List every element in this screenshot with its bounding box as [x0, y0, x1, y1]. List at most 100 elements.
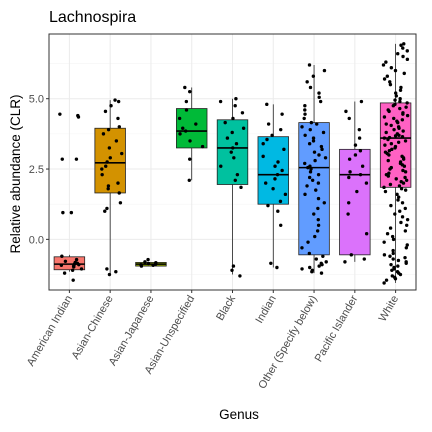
- data-point: [382, 115, 387, 119]
- data-point: [270, 133, 274, 137]
- data-point: [282, 147, 286, 152]
- data-point: [311, 136, 316, 140]
- data-point: [235, 172, 240, 177]
- data-point: [343, 260, 347, 264]
- data-point: [239, 185, 243, 190]
- data-point: [400, 118, 405, 122]
- data-point: [401, 129, 405, 133]
- data-point: [399, 85, 403, 90]
- data-point: [355, 189, 359, 194]
- data-point: [183, 85, 187, 90]
- data-point: [391, 237, 396, 242]
- data-point: [349, 253, 354, 257]
- data-point: [308, 127, 312, 132]
- data-point: [300, 125, 304, 129]
- data-point: [398, 209, 402, 213]
- data-point: [303, 112, 307, 116]
- data-point: [392, 265, 396, 270]
- data-point: [101, 132, 106, 136]
- box-7: [339, 148, 371, 256]
- data-point: [382, 77, 387, 81]
- data-point: [386, 108, 390, 112]
- data-point: [105, 267, 109, 271]
- data-point: [223, 120, 227, 125]
- data-point: [357, 136, 362, 140]
- data-point: [401, 111, 405, 115]
- data-point: [276, 160, 280, 164]
- data-point: [113, 98, 117, 102]
- data-point: [74, 257, 79, 262]
- data-point: [358, 172, 363, 177]
- data-point: [398, 97, 402, 101]
- data-point: [79, 267, 84, 271]
- data-point: [317, 91, 321, 95]
- data-point: [283, 192, 288, 197]
- data-point: [399, 43, 403, 47]
- data-point: [382, 253, 387, 257]
- data-point: [229, 150, 233, 154]
- data-point: [71, 278, 75, 282]
- data-point: [395, 132, 400, 136]
- data-point: [278, 199, 283, 204]
- data-point: [100, 167, 104, 171]
- data-point: [275, 172, 280, 177]
- data-point: [319, 271, 324, 275]
- data-point: [320, 147, 324, 152]
- data-point: [303, 192, 307, 197]
- data-point: [389, 123, 393, 128]
- data-point: [177, 116, 182, 121]
- data-point: [405, 101, 409, 105]
- data-point: [100, 172, 104, 177]
- data-point: [309, 120, 314, 125]
- data-point: [238, 274, 242, 278]
- data-point: [309, 167, 313, 171]
- data-point: [107, 272, 112, 277]
- data-point: [200, 144, 205, 149]
- data-point: [364, 232, 369, 236]
- data-point: [381, 63, 386, 67]
- data-point: [382, 136, 387, 140]
- data-point: [404, 178, 409, 182]
- data-point: [322, 201, 326, 205]
- data-point: [389, 262, 393, 267]
- data-point: [384, 122, 388, 126]
- data-point: [347, 157, 352, 161]
- data-point: [184, 108, 189, 112]
- data-point: [194, 122, 198, 126]
- data-point: [60, 254, 64, 258]
- chart-title: Lachnospira: [49, 9, 136, 26]
- data-point: [62, 271, 67, 275]
- data-point: [108, 156, 112, 160]
- data-point: [353, 143, 358, 147]
- data-point: [393, 212, 397, 216]
- data-point: [353, 153, 358, 157]
- x-axis: American IndianAsian-ChineseAsian-Japane…: [25, 290, 401, 391]
- data-point: [316, 206, 320, 211]
- data-point: [362, 257, 366, 261]
- data-point: [308, 164, 312, 168]
- data-point: [146, 257, 150, 262]
- data-point: [114, 270, 118, 274]
- data-point: [232, 156, 236, 160]
- data-point: [312, 212, 316, 216]
- data-point: [402, 42, 406, 46]
- data-point: [63, 259, 68, 264]
- data-point: [234, 97, 238, 101]
- data-point: [305, 80, 309, 84]
- data-point: [382, 240, 386, 244]
- data-point: [114, 139, 119, 143]
- data-point: [400, 154, 404, 159]
- data-point: [321, 254, 325, 258]
- data-point: [308, 85, 313, 90]
- data-point: [386, 158, 390, 163]
- data-point: [405, 49, 409, 53]
- data-point: [396, 198, 400, 202]
- data-point: [401, 54, 405, 59]
- data-point: [306, 240, 310, 244]
- data-point: [317, 95, 321, 99]
- data-point: [261, 142, 265, 146]
- data-point: [403, 188, 408, 192]
- data-point: [241, 126, 246, 130]
- data-point: [106, 127, 111, 132]
- data-point: [404, 246, 409, 250]
